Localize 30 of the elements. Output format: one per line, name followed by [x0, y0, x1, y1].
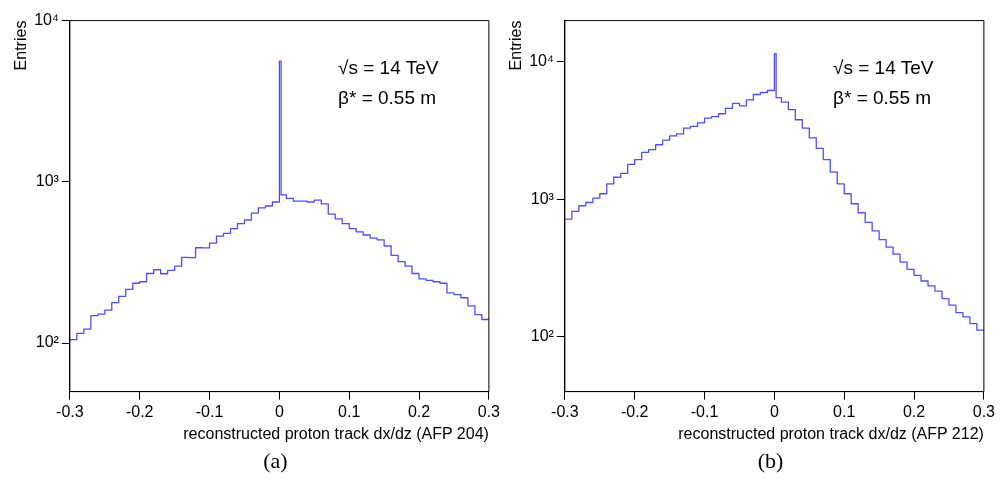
y-tick-label: 10⁴: [529, 52, 554, 70]
x-tick-label: -0.1: [195, 402, 224, 420]
annotation: β* = 0.55 m: [833, 86, 932, 108]
x-tick-label: 0: [274, 402, 284, 420]
x-axis-title: reconstructed proton track dx/dz (AFP 212): [678, 424, 984, 442]
x-tick-label: 0: [769, 402, 779, 420]
x-tick-label: 0.1: [833, 402, 856, 420]
annotation: √s = 14 TeV: [338, 56, 439, 78]
y-tick-label: 10²: [35, 333, 60, 351]
annotation: β* = 0.55 m: [338, 86, 437, 108]
x-tick-label: -0.1: [690, 402, 719, 420]
x-tick-label: 0.2: [407, 402, 431, 420]
x-tick-label: -0.2: [620, 402, 649, 420]
text: (b): [756, 448, 785, 474]
y-axis-title: Entries: [12, 20, 30, 71]
x-tick-label: -0.3: [56, 402, 84, 420]
x-axis-title: reconstructed proton track dx/dz (AFP 204): [183, 424, 489, 442]
x-tick-label: 0.2: [902, 402, 926, 420]
x-tick-label: 0.1: [338, 402, 361, 420]
y-tick-label: 10²: [530, 327, 555, 345]
y-axis-title: Entries: [507, 20, 525, 71]
text: (a): [262, 448, 289, 474]
y-tick-label: 10³: [530, 189, 555, 207]
y-tick-label: 10⁴: [34, 11, 59, 29]
y-tick-label: 10³: [35, 172, 60, 190]
x-tick-label: -0.3: [551, 402, 579, 420]
annotation: √s = 14 TeV: [833, 56, 934, 78]
x-tick-label: 0.3: [477, 402, 501, 420]
x-tick-label: -0.2: [125, 402, 154, 420]
x-tick-label: 0.3: [972, 402, 996, 420]
